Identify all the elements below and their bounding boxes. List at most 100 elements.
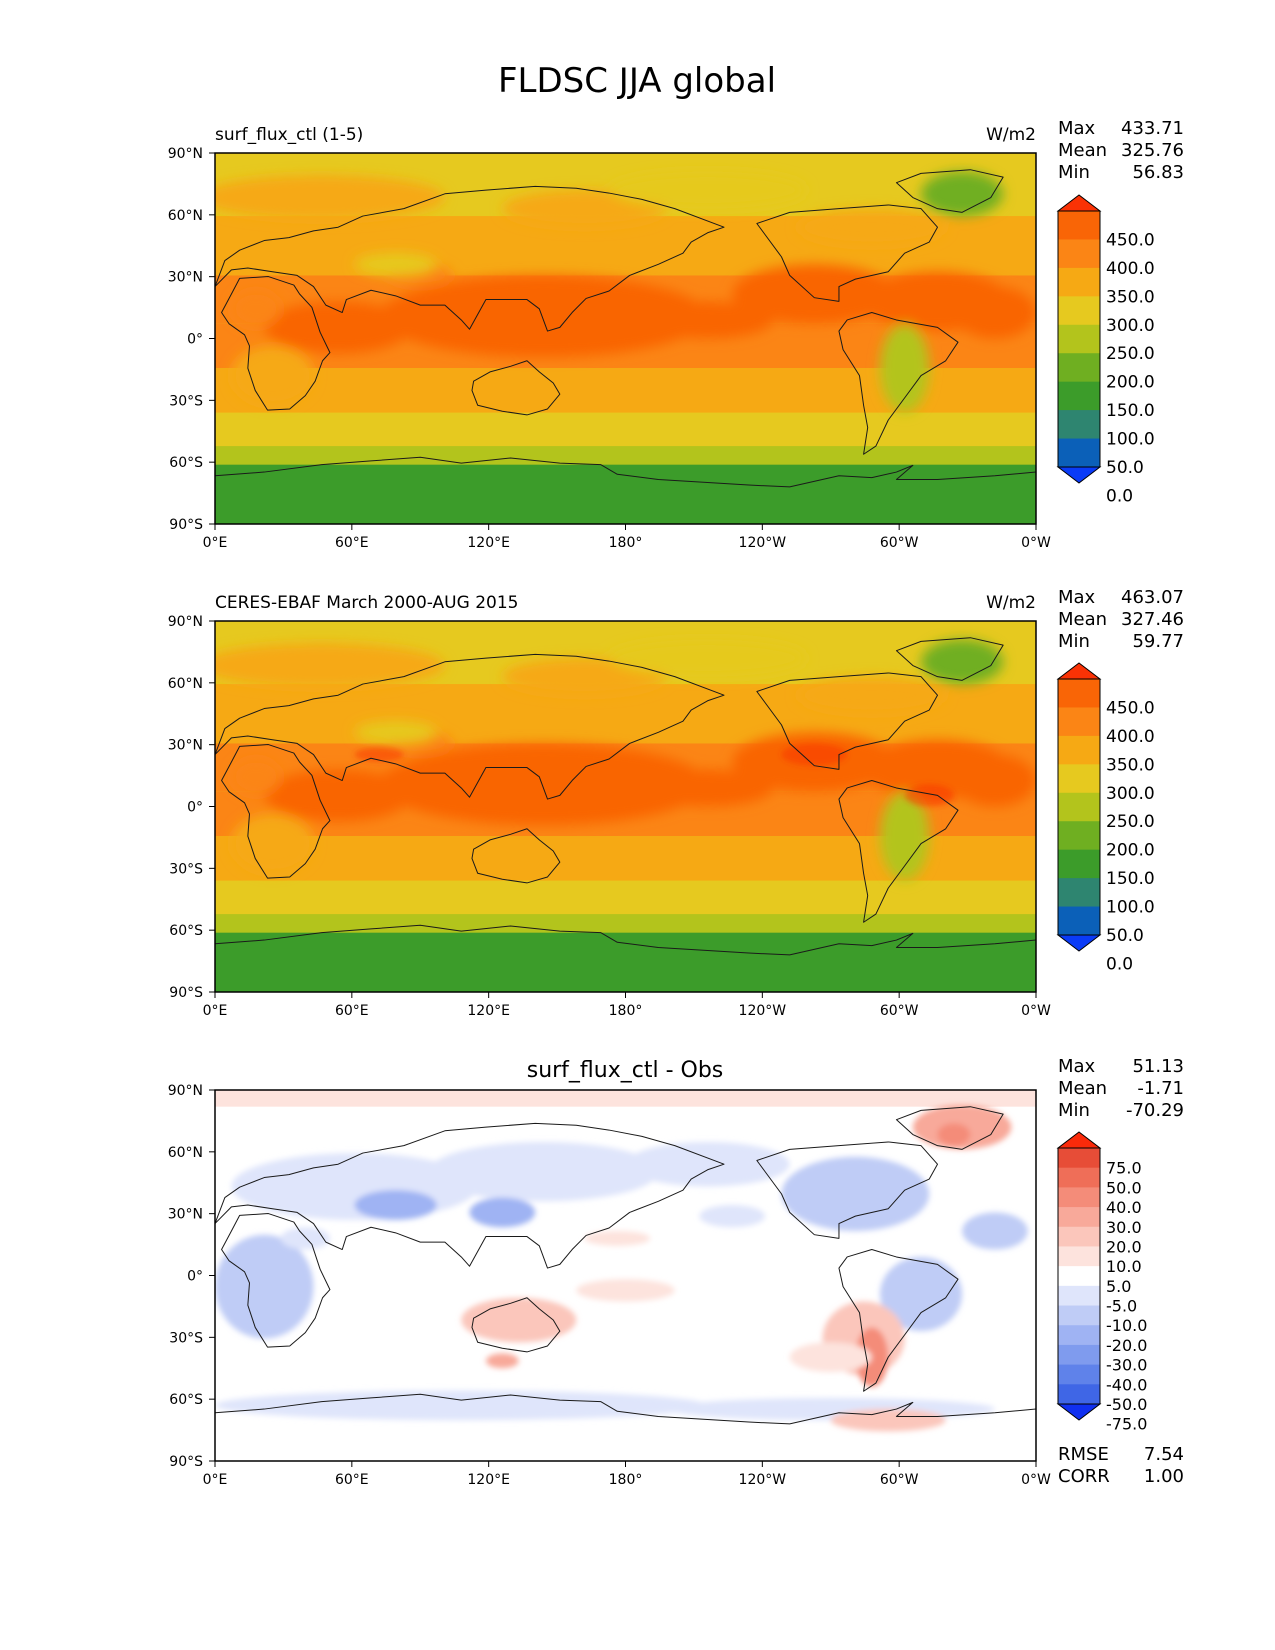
coastline-africa — [221, 744, 331, 879]
colorbar-segment — [1058, 1325, 1100, 1346]
colorbar-segment — [1058, 239, 1100, 269]
colorbar-label: 150.0 — [1106, 401, 1155, 421]
colorbar-label: 20.0 — [1106, 1237, 1142, 1256]
colorbar-outline — [1057, 678, 1101, 936]
coastline-greenland — [895, 637, 1004, 681]
colorbar: 450.0 400.0 350.0 300.0 250.0 200.0 150.0 100.0… — [1056, 194, 1155, 506]
colorbar-label: -40.0 — [1106, 1375, 1147, 1394]
field-band — [215, 412, 1036, 447]
x-tick-label: 120°W — [739, 1472, 787, 1488]
colorbar-segment — [1058, 878, 1100, 908]
colorbar-segment — [1058, 1187, 1100, 1208]
colorbar-extend-max — [1056, 1131, 1102, 1149]
colorbar-segment — [1058, 1226, 1100, 1247]
colorbar-segment — [1058, 211, 1100, 240]
colorbar-segment — [1058, 1305, 1100, 1326]
field-region — [584, 1230, 651, 1246]
stat-min-value: 56.83 — [1132, 162, 1184, 183]
colorbar-segment — [1058, 764, 1100, 794]
stat-mean-label: Mean — [1058, 609, 1107, 630]
colorbar-outline — [1057, 210, 1101, 468]
y-tick-label: 90°N — [168, 1083, 203, 1099]
x-tick-label: 0°E — [203, 535, 228, 551]
colorbar-label: 350.0 — [1106, 287, 1155, 307]
panel-difference: surf_flux_ctl - Obs Max 51.13 Mean -1.71… — [168, 1056, 1184, 1488]
field-region — [904, 784, 954, 807]
colorbar-segment — [1058, 296, 1100, 326]
x-tick-label: 0°W — [1021, 535, 1051, 551]
field-region — [781, 1156, 930, 1231]
colorbar-segment — [1058, 353, 1100, 383]
axis-ticks: 90°N 60°N 30°N 0° 30°S 60°S 90°S0°E 60°E 120°E 18… — [168, 614, 1051, 1019]
figure-title: FLDSC JJA global — [498, 61, 776, 101]
y-tick-label: 90°S — [169, 1454, 203, 1470]
coastline-antarctica — [214, 1393, 1037, 1425]
y-tick-label: 90°S — [169, 517, 203, 533]
axis-ticks: 90°N 60°N 30°N 0° 30°S 60°S 90°S0°E 60°E 120°E 18… — [168, 146, 1051, 551]
x-tick-label: 60°E — [335, 1003, 369, 1019]
coastline-samerica — [838, 1249, 959, 1392]
field-region — [215, 1234, 314, 1339]
coastlines — [214, 169, 1037, 488]
panel-observation: CERES-EBAF March 2000-AUG 2015 W/m2 Max … — [168, 587, 1184, 1019]
field-region — [609, 171, 807, 209]
field-region — [880, 791, 930, 881]
colorbar-label: 10.0 — [1106, 1257, 1142, 1276]
colorbar-extend-max — [1056, 662, 1102, 680]
x-tick-label: 60°W — [880, 1003, 919, 1019]
field-region — [469, 1197, 536, 1228]
colorbar-label: 0.0 — [1106, 486, 1133, 506]
x-tick-label: 0°E — [203, 1472, 228, 1488]
stat-max-value: 463.07 — [1121, 587, 1184, 608]
coastline-australia — [471, 828, 561, 884]
field-region — [461, 1297, 577, 1343]
field-region — [231, 813, 314, 874]
x-tick-label: 60°W — [880, 535, 919, 551]
field-region — [953, 754, 1036, 807]
colorbar-label: 200.0 — [1106, 841, 1155, 861]
y-tick-label: 90°N — [168, 146, 203, 162]
colorbar-label: 100.0 — [1106, 430, 1155, 450]
coastline-eurasia — [214, 1122, 725, 1269]
map-field — [215, 1090, 1036, 1461]
coastlines — [214, 637, 1037, 956]
field-region — [264, 769, 413, 822]
colorbar-segment — [1058, 1285, 1100, 1307]
colorbar-label: 50.0 — [1106, 458, 1144, 478]
coastline-greenland — [895, 169, 1004, 213]
colorbar-segment — [1058, 1364, 1100, 1385]
y-tick-label: 0° — [187, 332, 203, 348]
x-tick-label: 120°W — [739, 535, 787, 551]
colorbar-label: -20.0 — [1106, 1336, 1147, 1355]
field-region — [354, 747, 404, 762]
x-tick-label: 0°E — [203, 1003, 228, 1019]
y-tick-label: 30°N — [168, 270, 203, 286]
rmse-label: RMSE — [1058, 1444, 1109, 1465]
stat-max-value: 433.71 — [1121, 118, 1184, 139]
x-tick-label: 180° — [609, 535, 643, 551]
field-region — [699, 1205, 766, 1228]
field-region — [428, 1141, 659, 1202]
colorbar-segment — [1058, 735, 1100, 765]
x-tick-label: 120°W — [739, 1003, 787, 1019]
colorbar-label: 100.0 — [1106, 898, 1155, 918]
x-tick-label: 120°E — [467, 1003, 510, 1019]
field-region — [485, 1353, 519, 1369]
field-band — [215, 1090, 1036, 1107]
coastline-namerica — [756, 1141, 938, 1239]
field-region — [354, 721, 437, 744]
stat-min-label: Min — [1058, 631, 1090, 652]
field-band — [215, 880, 1036, 915]
colorbar-segment — [1058, 1266, 1100, 1287]
coastline-australia — [471, 1297, 561, 1353]
coastline-australia — [471, 360, 561, 416]
colorbar-extend-min — [1056, 934, 1102, 952]
colorbar-segment — [1058, 1207, 1100, 1228]
field-region — [609, 639, 807, 677]
field-region — [789, 1342, 872, 1372]
colorbar-segment — [1058, 679, 1100, 708]
coastline-namerica — [756, 204, 938, 302]
colorbar: 75.050.040.030.020.010.05.0-5.0-10.0-20.… — [1056, 1131, 1147, 1434]
colorbar-label: 5.0 — [1106, 1277, 1131, 1296]
